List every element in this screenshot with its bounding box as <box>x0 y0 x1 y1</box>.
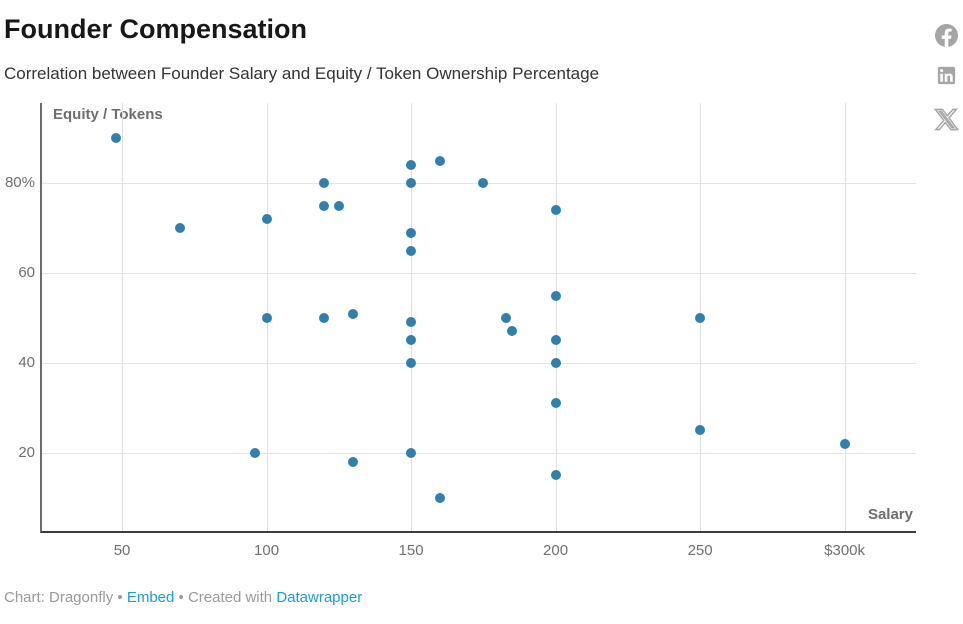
x-tick-label: 100 <box>254 542 280 559</box>
data-point[interactable] <box>501 313 512 323</box>
data-point[interactable] <box>434 492 445 503</box>
data-point[interactable] <box>319 178 330 189</box>
facebook-share-button[interactable] <box>935 24 958 47</box>
data-point[interactable] <box>406 447 417 458</box>
facebook-share-icon <box>935 24 958 47</box>
x-gridline <box>555 103 557 531</box>
x-tick-label: 50 <box>113 542 131 559</box>
data-point[interactable] <box>261 214 272 225</box>
share-buttons <box>929 0 963 140</box>
y-tick-label: 60 <box>18 264 35 282</box>
y-tick-label: 40 <box>18 353 35 371</box>
x-gridline <box>411 103 413 531</box>
footer-separator: • <box>178 589 188 606</box>
data-point[interactable] <box>695 425 706 436</box>
embed-link[interactable]: Embed <box>126 589 175 606</box>
data-point[interactable] <box>348 308 359 319</box>
data-point[interactable] <box>319 200 330 211</box>
x-tick-label: 200 <box>543 542 569 559</box>
footer-created-with-text: Created with <box>187 589 273 606</box>
x-axis-title: Salary <box>867 506 913 523</box>
data-point[interactable] <box>250 447 260 458</box>
plot-area: Equity / Tokens Salary 50 100 150 200 250 $30… <box>5 103 916 559</box>
y-axis-title: Equity / Tokens <box>53 106 163 123</box>
x-gridline <box>844 103 846 531</box>
data-point[interactable] <box>550 470 561 481</box>
y-tick-label: 80% <box>4 174 35 192</box>
footer-source-text: Chart: Dragonfly <box>4 589 114 606</box>
page-title: Founder Compensation <box>4 14 307 44</box>
linkedin-share-button[interactable] <box>935 64 958 87</box>
x-share-icon <box>934 107 959 132</box>
scatter-chart: Equity / Tokens Salary 50 100 150 200 250 $30… <box>5 103 916 559</box>
data-point[interactable] <box>348 456 359 467</box>
footer-separator: • <box>117 589 127 606</box>
y-gridline <box>42 452 916 454</box>
data-point[interactable] <box>550 335 561 346</box>
data-point[interactable] <box>406 178 417 189</box>
x-share-button[interactable] <box>934 107 959 132</box>
x-gridline <box>122 103 124 531</box>
data-point[interactable] <box>261 313 272 323</box>
data-point[interactable] <box>406 357 417 368</box>
data-point[interactable] <box>406 245 417 256</box>
data-point[interactable] <box>695 313 706 323</box>
data-point[interactable] <box>406 160 417 171</box>
x-tick-label: 250 <box>687 542 713 559</box>
data-point[interactable] <box>333 200 344 211</box>
data-point[interactable] <box>550 357 561 368</box>
y-gridline <box>42 273 916 275</box>
data-point[interactable] <box>478 178 489 189</box>
data-point[interactable] <box>839 438 850 449</box>
y-gridline <box>42 362 916 364</box>
data-point[interactable] <box>319 313 330 323</box>
data-point[interactable] <box>434 155 445 166</box>
footer-attribution: Chart: Dragonfly • Embed • Created with … <box>4 589 362 606</box>
data-point[interactable] <box>550 398 561 409</box>
x-tick-label: $300k <box>824 542 866 559</box>
data-point[interactable] <box>406 317 417 328</box>
x-tick-label: 150 <box>398 542 424 559</box>
datawrapper-link[interactable]: Datawrapper <box>276 589 363 606</box>
data-point[interactable] <box>174 223 185 234</box>
data-point[interactable] <box>406 335 417 346</box>
linkedin-share-icon <box>935 64 958 87</box>
data-point[interactable] <box>550 290 561 301</box>
data-point[interactable] <box>507 326 518 337</box>
chart-subtitle: Correlation between Founder Salary and E… <box>4 64 600 83</box>
data-point[interactable] <box>406 227 417 238</box>
y-tick-label: 20 <box>18 443 35 461</box>
data-point[interactable] <box>550 205 561 216</box>
data-point[interactable] <box>111 133 122 144</box>
